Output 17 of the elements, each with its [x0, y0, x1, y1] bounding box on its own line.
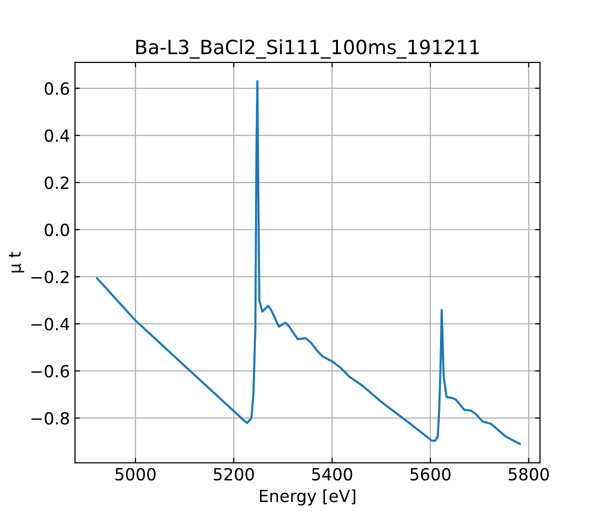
y-tick-label: 0.2 [44, 176, 68, 190]
y-tick-label: 0.6 [44, 82, 70, 95]
x-tick-label: 5200 [214, 468, 254, 481]
x-tick-label: 5800 [508, 468, 549, 481]
y-tick-label: −0.2 [31, 270, 68, 284]
x-tick-label: 5000 [116, 468, 156, 481]
x-tick-label: 5600 [410, 468, 450, 481]
x-axis-title: Energy [eV] [260, 489, 356, 506]
y-axis-title: μ t [8, 252, 24, 272]
y-tick-label: −0.8 [31, 412, 69, 425]
y-tick-label: 0.4 [44, 129, 70, 142]
chart-title: Ba-L3_BaCl2_Si111_100ms_191211 [136, 39, 479, 59]
y-tick-label: −0.4 [31, 318, 70, 330]
y-tick-label: 0.0 [44, 224, 70, 236]
x-tick-label: 5400 [312, 468, 352, 481]
y-tick-label: −0.6 [31, 364, 70, 378]
line-series [96, 80, 521, 446]
